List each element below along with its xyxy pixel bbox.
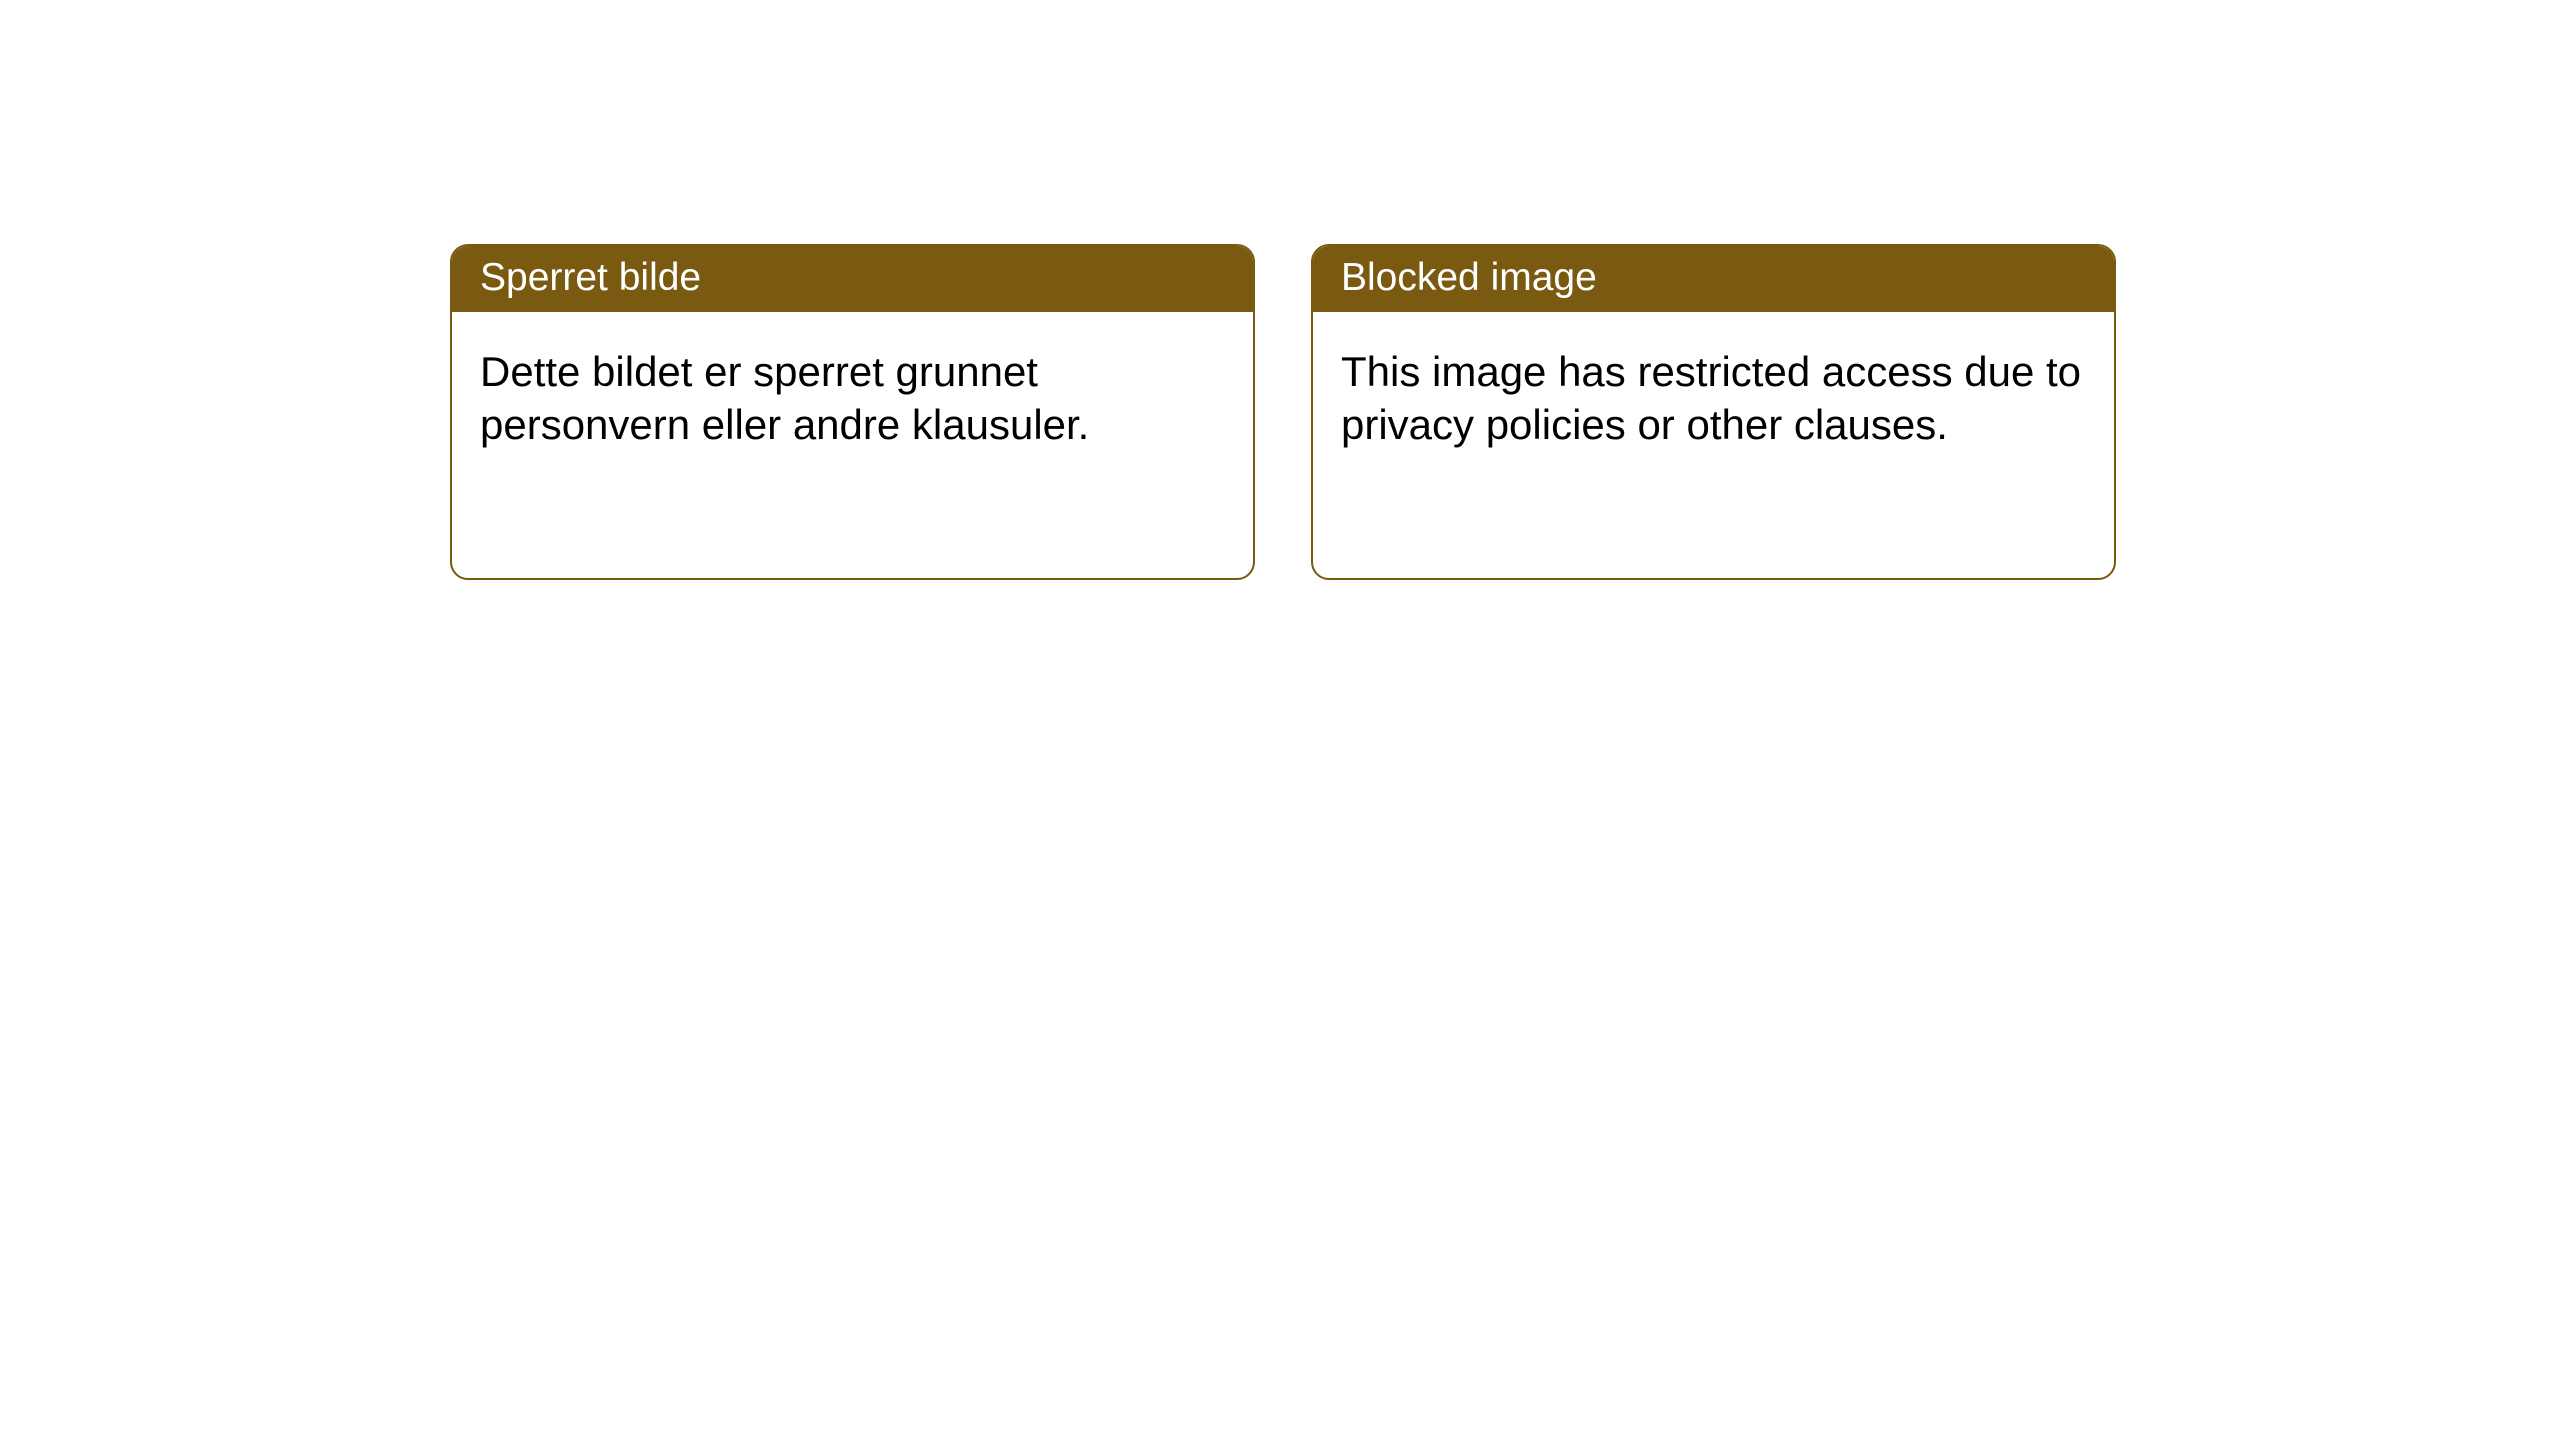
- card-header-english: Blocked image: [1313, 246, 2114, 312]
- card-header-norwegian: Sperret bilde: [452, 246, 1253, 312]
- blocked-image-card-norwegian: Sperret bilde Dette bildet er sperret gr…: [450, 244, 1255, 580]
- card-body-norwegian: Dette bildet er sperret grunnet personve…: [452, 312, 1253, 485]
- cards-container: Sperret bilde Dette bildet er sperret gr…: [450, 244, 2116, 580]
- card-header-text: Sperret bilde: [480, 256, 701, 299]
- card-body-text: This image has restricted access due to …: [1341, 348, 2081, 448]
- card-body-english: This image has restricted access due to …: [1313, 312, 2114, 485]
- blocked-image-card-english: Blocked image This image has restricted …: [1311, 244, 2116, 580]
- card-body-text: Dette bildet er sperret grunnet personve…: [480, 348, 1089, 448]
- card-header-text: Blocked image: [1341, 256, 1597, 299]
